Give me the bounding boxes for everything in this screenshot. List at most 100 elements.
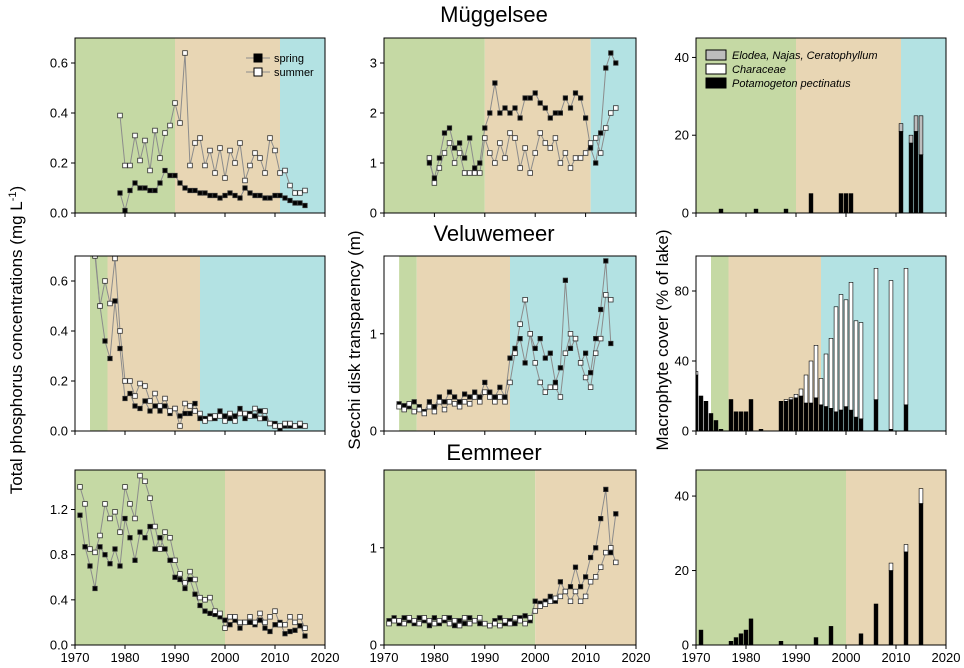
eem-tp-spring-point: [222, 617, 228, 623]
eem-secchi-summer-point: [603, 549, 609, 556]
mug-tp-spring-point: [247, 190, 253, 196]
mug-tp-spring-point: [192, 187, 198, 194]
vel-cover-bar-potamogeton: [798, 395, 804, 431]
y-label-tp-exp: -1: [7, 191, 19, 201]
vel-cover-bar-characeae: [788, 397, 794, 400]
eem-tp-spring-point: [117, 563, 123, 569]
mug-secchi-spring-point: [613, 60, 619, 66]
mug-secchi-spring-point: [487, 110, 493, 116]
eem-tp-spring-point: [112, 546, 118, 552]
mug-tp-spring-point: [267, 195, 273, 201]
legend-summer-text: summer: [274, 67, 314, 79]
eem-tp-summer-point: [262, 619, 268, 626]
mug-tp-spring-point: [282, 195, 288, 201]
mug-cover-bar-potamogeton: [718, 208, 724, 213]
mug-tp-spring-point: [122, 207, 128, 213]
vel-secchi-summer-point: [471, 394, 478, 400]
legend-potamogeton-text: Potamogeton pectinatus: [732, 78, 851, 90]
vel-secchi-spring-point: [532, 345, 538, 352]
vel-cover-bar-potamogeton: [748, 399, 754, 431]
vel-tp-summer-point: [192, 408, 198, 414]
eem-tp-spring-point: [127, 535, 133, 541]
mug-secchi-spring-point: [593, 160, 599, 166]
mug-secchi-spring-point: [567, 105, 574, 111]
eem-tp-summer-point: [122, 484, 128, 490]
title-eemmeer: Eemmeer: [446, 440, 541, 465]
mug-tp-summer-point: [247, 162, 253, 169]
mug-secchi-summer-point: [436, 165, 443, 171]
eem-secchi-spring-point: [461, 621, 468, 627]
mug-tp-summer-point: [117, 112, 123, 119]
vel-secchi-phase-0: [384, 256, 400, 431]
vel-tp-ytick-label: 0.6: [50, 274, 68, 289]
vel-cover-bar-potamogeton: [778, 400, 784, 431]
eem-secchi-summer-point: [562, 588, 569, 595]
vel-cover-bar-potamogeton: [853, 416, 859, 431]
vel-cover-bar-characeae: [793, 393, 799, 399]
vel-tp-plot-area: [92, 256, 308, 431]
mug-tp-ytick-label: 0.6: [50, 56, 68, 71]
vel-secchi-summer-point: [512, 350, 518, 356]
mug-tp-summer-point: [162, 130, 168, 136]
mug-cover-bar-potamogeton: [898, 131, 904, 213]
vel-secchi-ytick-label: 1: [370, 326, 377, 341]
eem-cover-bar-potamogeton: [778, 640, 784, 645]
vel-secchi-spring-point: [593, 335, 599, 342]
vel-secchi-summer-point: [411, 408, 417, 415]
vel-tp-summer-point: [137, 380, 143, 387]
mug-tp-summer-point: [287, 182, 293, 189]
vel-secchi-summer-point: [557, 394, 564, 400]
eem-tp-summer-point: [297, 614, 303, 620]
vel-tp-spring-point: [112, 298, 118, 304]
eem-tp-summer-point: [172, 557, 178, 563]
mug-tp-summer-point: [202, 162, 208, 169]
mug-secchi-spring-point: [436, 155, 443, 161]
vel-secchi-spring-point: [517, 335, 523, 342]
mug-cover-bar-elodea: [898, 123, 904, 132]
mug-secchi-summer-point: [461, 170, 468, 176]
eem-cover-ytick-label: 0: [682, 638, 689, 653]
vel-tp-summer-point: [292, 423, 298, 429]
mug-secchi-spring-point: [562, 95, 569, 101]
mug-tp-summer-point: [252, 150, 258, 156]
mug-tp-summer-point: [272, 147, 278, 154]
vel-tp-summer-point: [237, 410, 243, 417]
vel-tp-frame: [74, 255, 326, 432]
eem-cover-bar-potamogeton: [728, 640, 734, 645]
mug-tp-spring-point: [172, 172, 178, 179]
title-muggelsee: Müggelsee: [440, 2, 548, 27]
eem-tp-summer-point: [267, 614, 273, 620]
vel-tp-summer-point: [97, 303, 103, 309]
mug-cover-bar-elodea: [908, 134, 914, 144]
vel-secchi-summer-point: [598, 335, 604, 342]
eem-secchi-xtick-label: 1990: [470, 650, 499, 665]
eem-secchi-summer-point: [401, 620, 407, 627]
eem-tp-summer-point: [182, 580, 188, 586]
vel-tp-summer-point: [262, 408, 268, 414]
eem-tp-spring-point: [237, 625, 243, 631]
mug-secchi-phase-0: [384, 38, 485, 213]
mug-secchi-summer-point: [492, 160, 498, 166]
vel-tp-summer-point: [282, 420, 288, 427]
vel-tp-summer-point: [227, 410, 233, 417]
vel-secchi-summer-point: [532, 360, 538, 366]
eem-tp-summer-point: [197, 594, 203, 601]
legend-elodea-text: Elodea, Najas, Ceratophyllum: [732, 50, 878, 62]
vel-secchi-summer-point: [421, 410, 427, 417]
eem-tp-ytick-label: 1.2: [50, 502, 68, 517]
vel-tp-spring-point: [217, 408, 223, 414]
vel-tp-summer-point: [222, 418, 228, 424]
eem-cover-bar-characeae: [918, 488, 924, 504]
eem-secchi-frame: [383, 469, 637, 646]
eem-tp-spring-point: [282, 631, 288, 637]
vel-tp-spring-point: [147, 408, 153, 414]
panel-vel-tp: 0.0 0.2 0.4 0.6: [50, 255, 326, 439]
eem-secchi-summer-point: [426, 618, 433, 624]
vel-tp-spring-point: [137, 405, 143, 412]
vel-secchi-summer-point: [446, 399, 453, 405]
eem-secchi-xtick-label: 1970: [370, 650, 399, 665]
mug-secchi-summer-point: [562, 150, 569, 156]
eem-secchi-spring-point: [608, 550, 614, 556]
mug-secchi-spring-point: [456, 140, 463, 146]
mug-tp-spring-point: [157, 180, 163, 186]
